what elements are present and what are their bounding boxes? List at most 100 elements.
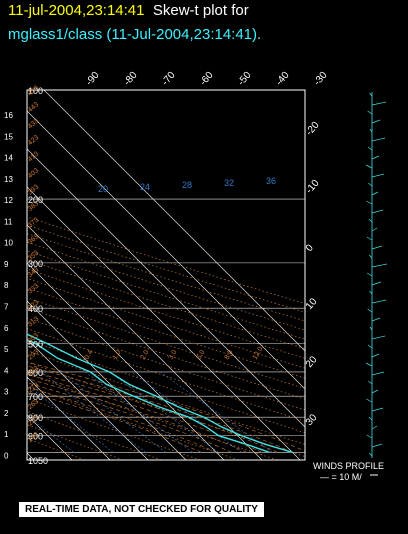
wind-barb <box>371 281 382 286</box>
isotherm-line <box>43 90 305 352</box>
isotherm-line <box>27 338 149 460</box>
moist-adiabat <box>27 361 305 452</box>
wind-barb <box>371 119 381 124</box>
dry-adiabat <box>27 224 305 313</box>
height-label: 14 <box>4 154 13 163</box>
moist-adiabat-label: 1.0 <box>112 349 123 361</box>
title-timestamp: 11-jul-2004,23:14:41 <box>8 2 145 19</box>
wind-barb <box>371 353 380 358</box>
dry-adiabat <box>27 297 305 389</box>
wind-barb <box>371 443 383 448</box>
mixing-ratio-line <box>27 384 114 453</box>
mixing-ratio-line <box>27 414 74 453</box>
dewpoint-profile <box>27 339 270 453</box>
height-label: 12 <box>4 196 13 205</box>
wind-barb <box>371 173 385 178</box>
moist-adiabat <box>27 382 232 453</box>
chart-title: 11-jul-2004,23:14:41 Skew-t plot for <box>8 2 249 19</box>
wind-barb <box>369 290 373 295</box>
chart-grid <box>26 89 306 461</box>
moist-adiabat-label: 3.0 <box>168 349 179 361</box>
moist-adiabat-label: 0.4 <box>84 349 95 361</box>
height-label: 7 <box>4 303 9 312</box>
wind-barb <box>366 398 373 403</box>
dry-adiabat-label: 443 <box>27 101 41 114</box>
height-label: 6 <box>4 324 9 333</box>
plot-inner <box>27 90 305 460</box>
dry-adiabat-label: 433 <box>27 118 41 131</box>
temperature-profile <box>27 333 293 453</box>
dry-adiabat-label: 363 <box>27 233 41 246</box>
dry-adiabat-label: 423 <box>27 134 41 147</box>
wind-barb <box>366 236 373 241</box>
moist-adiabat <box>27 373 263 453</box>
right-temp-label: -20 <box>304 119 322 137</box>
top-temp-label: -40 <box>274 69 292 87</box>
height-label: 15 <box>4 132 13 141</box>
top-temp-label: -50 <box>236 69 254 87</box>
wind-barb <box>366 434 373 439</box>
wind-barb <box>369 128 373 133</box>
dry-adiabat <box>27 241 305 331</box>
pressure-label: 500 <box>28 339 43 349</box>
wind-barb <box>371 407 384 412</box>
wind-barb <box>371 299 387 304</box>
isotherm-line <box>27 186 301 460</box>
wind-barb <box>371 317 381 322</box>
moist-adiabat <box>27 369 278 453</box>
mixing-ratio-line <box>160 371 273 453</box>
winds-profile-label: WINDS PROFILE <box>313 461 385 471</box>
wind-barb <box>368 218 373 223</box>
height-label: 3 <box>4 388 9 397</box>
height-label: 1 <box>4 430 9 439</box>
mixing-ratio-line <box>131 371 242 453</box>
height-label: 13 <box>4 175 13 184</box>
dry-adiabat <box>27 317 305 411</box>
wind-barb <box>367 272 373 277</box>
mixing-ratio-label: 32 <box>224 178 234 188</box>
mixing-ratio-label: 36 <box>266 176 276 186</box>
wind-barb <box>367 146 373 151</box>
dry-adiabat <box>27 328 305 422</box>
moist-adiabat-label: 5.0 <box>196 349 207 361</box>
pressure-label: 800 <box>28 413 43 423</box>
pressure-label: 100 <box>28 86 43 96</box>
moist-adiabat-label: 12.0 <box>252 346 265 361</box>
right-temp-label: -10 <box>304 177 322 195</box>
wind-barb <box>367 110 373 115</box>
mixing-ratio-label: 24 <box>140 182 150 192</box>
chart-profiles <box>27 333 293 453</box>
height-label: 4 <box>4 366 9 375</box>
height-label: 5 <box>4 345 9 354</box>
dry-adiabat <box>27 338 305 434</box>
dry-adiabat <box>27 268 305 359</box>
pressure-label: 900 <box>28 432 43 442</box>
top-temp-label: -70 <box>160 69 178 87</box>
chart-subtitle: mglass1/class (11-Jul-2004,23:14:41). <box>8 26 262 43</box>
right-temp-label: 0 <box>304 242 316 254</box>
wind-barb <box>371 227 378 232</box>
dry-adiabat-label: 333 <box>27 283 41 296</box>
wind-barb <box>371 371 385 376</box>
wind-barb <box>371 335 386 340</box>
wind-barb <box>371 101 387 106</box>
height-label: 2 <box>4 409 9 418</box>
right-temp-label: 30 <box>304 412 320 428</box>
wind-barb <box>368 452 373 457</box>
dry-adiabat <box>27 307 305 400</box>
mixing-ratio-line <box>109 371 219 453</box>
moist-adiabat-label: 2.0 <box>140 349 151 361</box>
wind-barb <box>365 362 373 367</box>
isotherm-line <box>27 148 305 428</box>
dry-adiabat-label: 313 <box>27 316 41 329</box>
height-label: 0 <box>4 451 9 460</box>
right-temp-label: 10 <box>304 296 320 312</box>
moist-adiabat <box>27 378 247 453</box>
pressure-label: 600 <box>28 368 43 378</box>
isotherm-line <box>27 300 187 460</box>
pressure-label: 1050 <box>28 456 48 466</box>
wind-barb <box>367 344 373 349</box>
pressure-label: 300 <box>28 259 43 269</box>
top-temp-label: -80 <box>122 69 140 87</box>
wind-barb <box>366 200 373 205</box>
